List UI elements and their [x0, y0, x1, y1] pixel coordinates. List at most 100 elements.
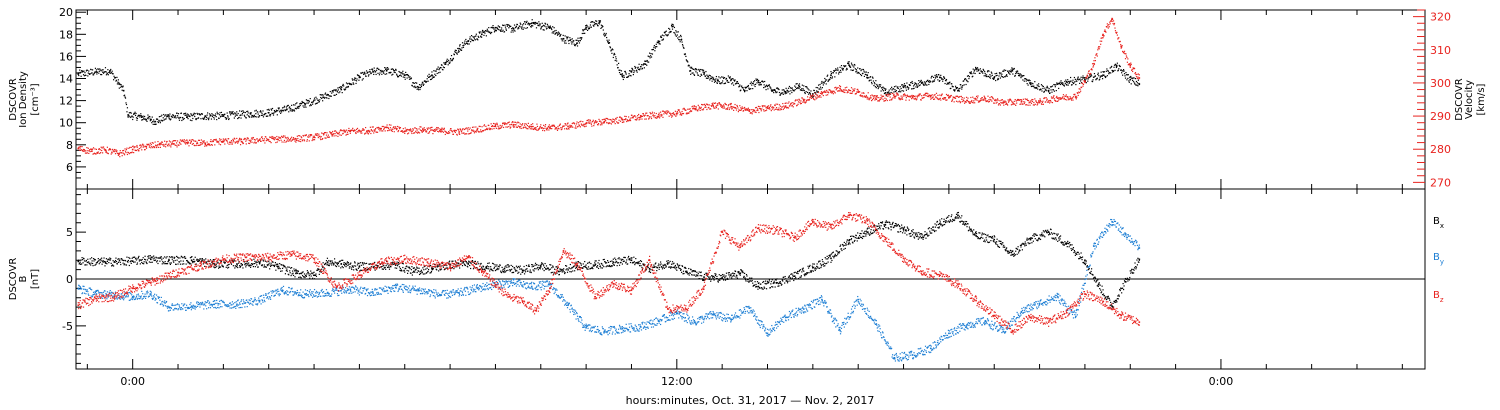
velocity-series-point [1038, 101, 1041, 103]
ion-density-series-sample [807, 91, 809, 94]
bx-series-sample [128, 264, 130, 267]
velocity-series-sample [375, 127, 377, 130]
velocity-series-sample [283, 141, 285, 143]
bx-series-sample [133, 261, 135, 263]
ion-density-series-sample [192, 113, 194, 115]
ion-density-series-sample [409, 76, 411, 78]
ion-density-series-sample [1101, 78, 1104, 80]
ion-density-series-sample [847, 61, 849, 63]
velocity-series-sample [367, 133, 370, 135]
ion-density-series-sample [415, 82, 417, 84]
ion-density-series-sample [831, 77, 833, 79]
velocity-series-sample [330, 132, 332, 134]
ion-density-series-sample [297, 105, 299, 108]
velocity-series-sample [515, 124, 517, 126]
ion-density-series-sample [827, 80, 829, 83]
velocity-series-sample [588, 122, 591, 124]
velocity-series-sample [276, 135, 278, 138]
bx-series-point [358, 266, 361, 268]
ion-density-series-sample [940, 77, 942, 79]
bx-series-sample [112, 260, 114, 262]
bx-series-sample [114, 259, 117, 262]
ion-density-series-sample [350, 83, 352, 85]
ion-density-series-sample [547, 25, 549, 27]
ion-density-series-sample [897, 87, 899, 90]
velocity-series-sample [504, 122, 506, 124]
velocity-series-sample [658, 116, 660, 118]
ion-density-series-sample [478, 31, 480, 33]
velocity-series-sample [323, 134, 325, 136]
ion-density-series-sample [1050, 86, 1053, 88]
ion-density-series-sample [862, 68, 865, 71]
ion-density-series-sample [229, 112, 231, 114]
ion-density-series-sample [945, 80, 947, 82]
velocity-series-sample [1031, 98, 1033, 101]
velocity-series-point [821, 93, 823, 95]
velocity-series-sample [313, 139, 316, 141]
ion-density-series-sample [796, 83, 798, 85]
velocity-series-sample [280, 137, 282, 139]
velocity-series-sample [799, 101, 801, 103]
ion-density-series-sample [876, 83, 878, 86]
velocity-series-sample [641, 115, 644, 117]
velocity-series-sample [561, 128, 563, 130]
velocity-series-sample [607, 122, 609, 124]
velocity-series-sample [176, 140, 179, 142]
ion-density-series-sample [787, 91, 789, 93]
ion-density-series-sample [456, 52, 458, 54]
ion-density-series-sample [438, 69, 440, 71]
ion-density-series-sample [78, 72, 80, 74]
bx-series-sample [118, 258, 120, 260]
ion-density-series-sample [225, 118, 227, 120]
ion-density-series-sample [624, 70, 626, 73]
velocity-series-sample [340, 134, 342, 136]
velocity-series-sample [815, 98, 817, 100]
ion-density-series-sample [847, 62, 849, 65]
ion-density-series-sample [356, 78, 358, 80]
velocity-series-sample [816, 97, 818, 99]
velocity-series-sample [737, 107, 739, 109]
ion-density-series-sample [940, 74, 942, 76]
velocity-series-sample [85, 152, 87, 154]
ion-density-series-sample [416, 88, 418, 90]
ion-density-series-sample [724, 82, 727, 84]
velocity-series-sample [757, 109, 759, 111]
ion-density-series-sample [1050, 89, 1052, 91]
velocity-series-sample [880, 97, 883, 99]
ion-density-series-sample [958, 88, 960, 90]
ion-density-series-sample [874, 83, 876, 85]
velocity-series-sample [323, 132, 326, 134]
ion-density-series-sample [1069, 80, 1071, 82]
velocity-series-sample [847, 90, 849, 92]
ion-density-series-sample [824, 77, 826, 80]
velocity-series-sample [823, 91, 825, 93]
velocity-series-sample [1024, 101, 1026, 103]
velocity-series-sample [532, 123, 534, 125]
ion-density-series-sample [1135, 84, 1137, 86]
velocity-series-sample [197, 144, 199, 147]
ion-density-series-sample [209, 115, 211, 117]
ion-density-series-sample [783, 89, 785, 91]
ion-density-series-sample [294, 104, 296, 106]
ion-density-series-sample [764, 80, 766, 83]
ion-density-series-sample [559, 34, 561, 37]
velocity-series-sample [483, 124, 486, 126]
velocity-series-sample [203, 140, 205, 142]
velocity-series-point [567, 125, 569, 128]
ion-density-series-sample [732, 82, 734, 84]
ion-density-series-sample [895, 85, 897, 87]
velocity-series-sample [265, 140, 267, 142]
velocity-series-sample [1015, 104, 1017, 106]
ion-density-series-sample [193, 114, 195, 116]
ion-density-series-sample [177, 116, 179, 118]
ion-density-series-sample [678, 36, 680, 38]
ion-density-series-sample [819, 86, 822, 88]
velocity-series-sample [618, 119, 620, 121]
velocity-series-sample [930, 95, 932, 97]
velocity-series-sample [366, 130, 368, 132]
velocity-series-sample [1025, 104, 1027, 106]
ion-density-series-sample [1124, 77, 1127, 79]
velocity-series-sample [1057, 97, 1059, 99]
ion-density-series-sample [1132, 77, 1134, 79]
